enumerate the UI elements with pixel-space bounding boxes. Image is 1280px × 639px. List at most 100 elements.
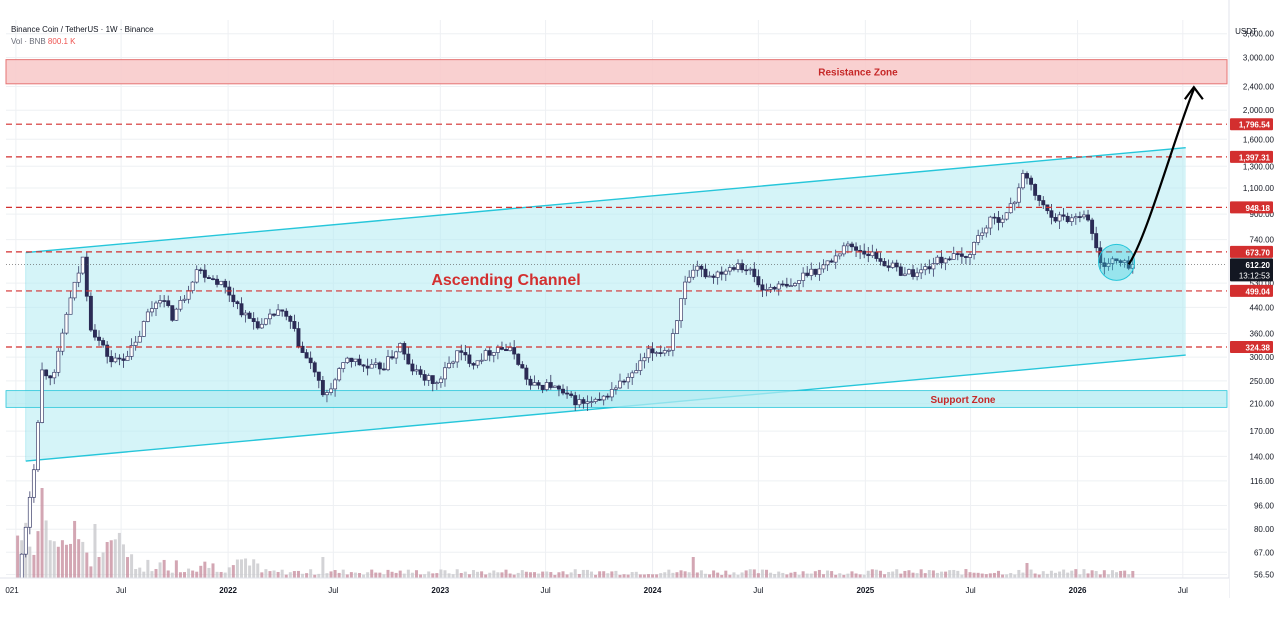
level-price-tag-label: 324.38 bbox=[1246, 344, 1271, 353]
volume-bar bbox=[748, 569, 752, 578]
volume-bar bbox=[1070, 570, 1074, 578]
candle-down bbox=[963, 256, 968, 258]
candle-up bbox=[333, 379, 338, 390]
volume-bar bbox=[606, 573, 610, 578]
candle-down bbox=[911, 269, 915, 277]
volume-bar bbox=[1115, 572, 1119, 578]
volume-bar bbox=[1110, 570, 1114, 578]
candle-up bbox=[194, 269, 199, 283]
candle-up bbox=[890, 262, 895, 268]
volume-bar bbox=[268, 571, 272, 578]
candle-down bbox=[406, 353, 411, 365]
candle-up bbox=[788, 285, 793, 288]
candle-up bbox=[626, 376, 631, 383]
resistance-zone bbox=[5, 59, 1228, 85]
candle-up bbox=[174, 308, 179, 321]
volume-bar bbox=[44, 520, 48, 578]
candle-down bbox=[992, 216, 997, 219]
volume-bar bbox=[313, 574, 317, 578]
candle-down bbox=[316, 371, 321, 381]
candle-up bbox=[186, 290, 191, 300]
candle-down bbox=[1065, 215, 1070, 222]
candle-up bbox=[154, 302, 158, 309]
symbol-title: Binance Coin / TetherUS · 1W · Binance bbox=[11, 25, 154, 34]
candle-down bbox=[105, 344, 110, 357]
candle-up bbox=[324, 392, 329, 396]
candle-up bbox=[243, 312, 248, 316]
candle-down bbox=[422, 374, 427, 381]
candle-up bbox=[679, 298, 683, 322]
volume-bar bbox=[512, 574, 516, 578]
candle-up bbox=[414, 369, 419, 372]
volume-bar bbox=[126, 557, 130, 578]
volume-bar bbox=[545, 571, 549, 578]
candle-down bbox=[284, 310, 289, 317]
volume-bar bbox=[585, 569, 589, 578]
candle-down bbox=[418, 369, 423, 375]
volume-bar bbox=[333, 570, 337, 578]
axis-unit: USDT bbox=[1235, 27, 1257, 36]
volume-bar bbox=[842, 574, 846, 578]
candle-up bbox=[268, 313, 272, 320]
volume-bar bbox=[769, 572, 773, 578]
candle-up bbox=[329, 388, 333, 393]
volume-bar bbox=[549, 572, 553, 578]
volume-bar bbox=[439, 569, 443, 578]
volume-bar bbox=[427, 571, 431, 578]
candle-up bbox=[601, 395, 606, 401]
volume-bar bbox=[960, 574, 964, 578]
candle-down bbox=[581, 399, 586, 404]
y-tick-label: 2,000.00 bbox=[1243, 106, 1275, 115]
volume-bar bbox=[321, 557, 325, 578]
volume-bar bbox=[838, 573, 842, 578]
candle-down bbox=[312, 362, 317, 373]
volume-bar bbox=[927, 570, 931, 578]
candle-up bbox=[907, 269, 911, 275]
candle-up bbox=[451, 361, 456, 364]
candle-up bbox=[931, 263, 936, 270]
candle-up bbox=[1082, 214, 1086, 218]
volume-bar bbox=[402, 573, 406, 578]
candle-down bbox=[805, 272, 810, 276]
volume-bar bbox=[390, 571, 394, 578]
volume-bar bbox=[935, 572, 939, 578]
candle-down bbox=[1094, 233, 1099, 249]
volume-bar bbox=[573, 569, 577, 578]
volume-bar bbox=[581, 569, 585, 578]
candle-down bbox=[524, 367, 529, 380]
candle-down bbox=[1037, 195, 1042, 201]
candle-down bbox=[211, 278, 215, 280]
volume-bar bbox=[870, 569, 874, 578]
volume-bar bbox=[366, 572, 370, 578]
projection-arrow bbox=[1127, 88, 1195, 265]
candle-down bbox=[320, 380, 325, 396]
candle-down bbox=[239, 303, 244, 316]
volume-bar bbox=[760, 569, 764, 578]
volume-bar bbox=[777, 571, 781, 578]
volume-bar bbox=[500, 572, 504, 578]
candle-up bbox=[776, 283, 781, 290]
volume-bar bbox=[138, 567, 142, 578]
candle-up bbox=[736, 263, 740, 270]
candle-down bbox=[1033, 184, 1038, 196]
volume-bar bbox=[211, 563, 215, 578]
volume-bar bbox=[940, 571, 944, 578]
candle-up bbox=[398, 343, 403, 353]
volume-bar bbox=[911, 572, 915, 578]
candle-down bbox=[97, 336, 101, 341]
candle-up bbox=[31, 469, 36, 498]
volume-bar bbox=[195, 571, 199, 578]
volume-bar bbox=[496, 572, 500, 578]
volume-bar bbox=[101, 552, 105, 578]
candle-down bbox=[874, 251, 879, 259]
candle-up bbox=[833, 255, 838, 263]
candle-up bbox=[797, 280, 802, 284]
candle-down bbox=[520, 364, 525, 369]
y-tick-label: 740.00 bbox=[1250, 236, 1275, 245]
volume-bar bbox=[988, 573, 992, 578]
volume-bar bbox=[728, 574, 732, 578]
candle-down bbox=[813, 268, 818, 275]
candle-down bbox=[500, 347, 504, 350]
volume-bar bbox=[52, 541, 56, 578]
